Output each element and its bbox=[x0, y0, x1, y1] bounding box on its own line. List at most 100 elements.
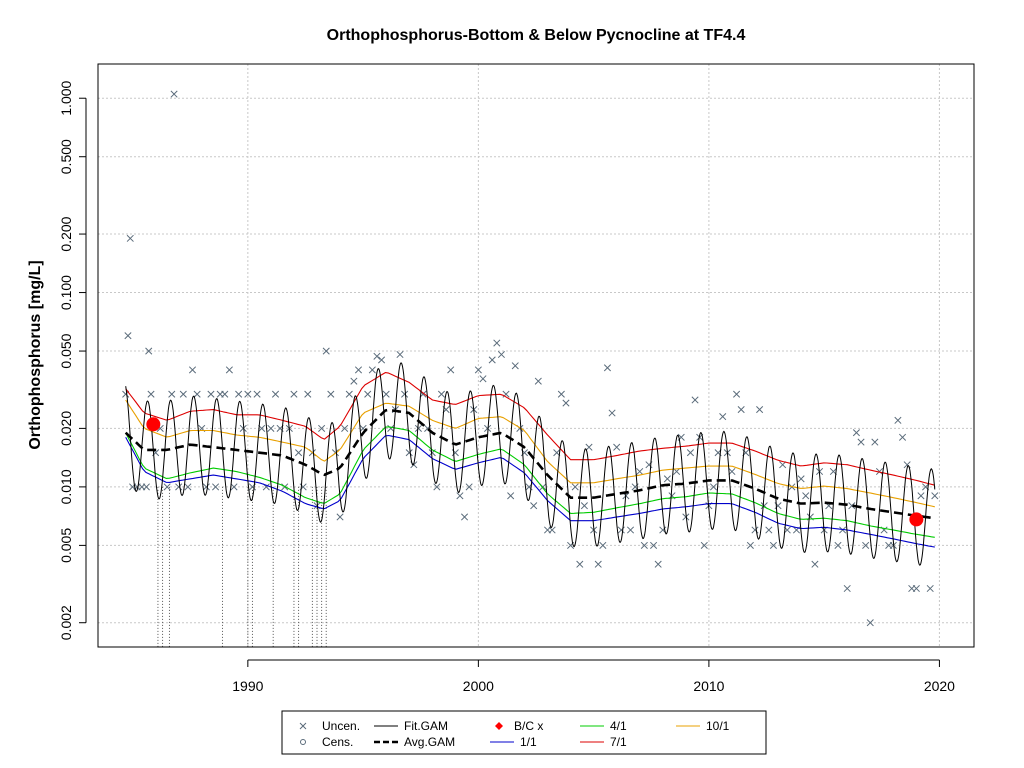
uncensored-point bbox=[917, 492, 925, 500]
uncensored-point bbox=[562, 399, 570, 407]
uncensored-point bbox=[746, 541, 754, 549]
uncensored-point bbox=[613, 443, 621, 451]
uncensored-point bbox=[608, 409, 616, 417]
uncensored-point bbox=[709, 483, 718, 491]
uncensored-point bbox=[700, 541, 708, 549]
uncensored-point bbox=[765, 526, 773, 534]
legend-label-cens: Cens. bbox=[322, 735, 353, 749]
uncensored-point bbox=[848, 502, 856, 510]
x-tick-label: 1990 bbox=[232, 678, 263, 694]
uncensored-point bbox=[193, 390, 201, 398]
uncensored-point bbox=[170, 90, 178, 98]
y-tick-label: 0.050 bbox=[58, 333, 74, 368]
y-tick-label: 0.002 bbox=[58, 605, 74, 640]
uncensored-point bbox=[163, 483, 171, 491]
legend-marker-bc bbox=[495, 722, 503, 730]
uncensored-point bbox=[239, 424, 247, 432]
uncensored-point bbox=[354, 366, 363, 374]
uncensored-point bbox=[212, 483, 220, 491]
uncensored-point bbox=[497, 350, 505, 359]
uncensored-point bbox=[253, 390, 261, 398]
uncensored-point bbox=[626, 526, 635, 534]
bc-point bbox=[146, 417, 161, 432]
uncensored-point bbox=[857, 438, 865, 446]
uncensored-point bbox=[811, 560, 819, 568]
uncensored-point bbox=[751, 526, 759, 534]
legend-label-q7: 7/1 bbox=[610, 735, 627, 749]
uncensored-point bbox=[401, 390, 409, 398]
uncensored-point bbox=[636, 467, 644, 476]
y-tick-label: 0.100 bbox=[58, 275, 74, 310]
x-tick-label: 2020 bbox=[924, 678, 955, 694]
uncensored-point bbox=[571, 483, 579, 491]
uncensored-point bbox=[364, 390, 372, 398]
uncensored-point bbox=[350, 377, 358, 385]
uncensored-point bbox=[728, 467, 736, 476]
uncensored-point bbox=[175, 483, 183, 491]
legend-label-q10: 10/1 bbox=[706, 719, 730, 733]
uncensored-point bbox=[599, 541, 607, 549]
uncensored-point bbox=[797, 475, 805, 483]
uncensored-point bbox=[396, 350, 404, 359]
y-tick-label: 0.500 bbox=[58, 139, 74, 174]
uncensored-point bbox=[437, 390, 446, 398]
uncensored-point bbox=[843, 584, 851, 593]
uncensored-point bbox=[640, 541, 648, 549]
uncensored-point bbox=[691, 396, 699, 404]
uncensored-point bbox=[465, 483, 473, 491]
legend-marker-uncen bbox=[299, 722, 307, 730]
uncensored-point bbox=[142, 483, 150, 491]
uncensored-point bbox=[834, 541, 842, 549]
uncensored-point bbox=[474, 366, 482, 374]
uncensored-point bbox=[686, 449, 695, 457]
uncensored-point bbox=[221, 390, 229, 398]
uncensored-point bbox=[188, 366, 197, 374]
plot-frame bbox=[97, 63, 975, 648]
uncensored-point bbox=[124, 332, 132, 340]
legend-label-avg: Avg.GAM bbox=[404, 735, 455, 749]
uncensored-point bbox=[912, 584, 920, 593]
uncensored-point bbox=[507, 492, 515, 500]
uncensored-point bbox=[756, 406, 764, 414]
uncensored-point bbox=[126, 234, 134, 242]
uncensored-point bbox=[926, 584, 934, 593]
legend-box bbox=[281, 710, 767, 755]
uncensored-point bbox=[852, 429, 860, 437]
uncensored-point bbox=[433, 483, 441, 491]
uncensored-point bbox=[479, 375, 487, 383]
uncensored-point bbox=[737, 406, 745, 414]
y-axis-label: Orthophosphorus [mg/L] bbox=[27, 260, 44, 449]
uncensored-point bbox=[267, 424, 275, 432]
series-10-1 bbox=[125, 399, 935, 508]
uncensored-point bbox=[456, 492, 464, 500]
uncensored-point bbox=[875, 467, 884, 476]
uncensored-point bbox=[341, 424, 349, 432]
uncensored-point bbox=[145, 347, 153, 355]
uncensored-point bbox=[576, 560, 584, 568]
uncensored-point bbox=[382, 390, 390, 398]
uncensored-point bbox=[534, 377, 542, 385]
uncensored-point bbox=[719, 413, 727, 421]
uncensored-point bbox=[894, 416, 902, 424]
chart-title: Orthophosphorus-Bottom & Below Pycnoclin… bbox=[327, 27, 746, 44]
legend-label-bc: B/C x bbox=[514, 719, 543, 733]
series-fit-gam bbox=[125, 362, 936, 566]
uncensored-point bbox=[447, 366, 455, 374]
uncensored-point bbox=[779, 461, 787, 469]
series-avg-gam bbox=[124, 408, 935, 520]
uncensored-point bbox=[327, 390, 335, 398]
uncensored-point bbox=[580, 502, 588, 510]
uncensored-point bbox=[147, 390, 155, 398]
uncensored-point bbox=[650, 541, 658, 549]
series-layer bbox=[122, 90, 939, 647]
uncensored-point bbox=[318, 424, 326, 432]
uncensored-point bbox=[898, 433, 907, 441]
uncensored-point bbox=[168, 390, 176, 398]
y-tick-label: 0.200 bbox=[58, 216, 74, 251]
uncensored-point bbox=[202, 483, 210, 491]
uncensored-point bbox=[557, 390, 565, 398]
uncensored-point bbox=[225, 366, 233, 374]
uncensored-point bbox=[179, 390, 187, 398]
uncensored-point bbox=[769, 541, 777, 549]
